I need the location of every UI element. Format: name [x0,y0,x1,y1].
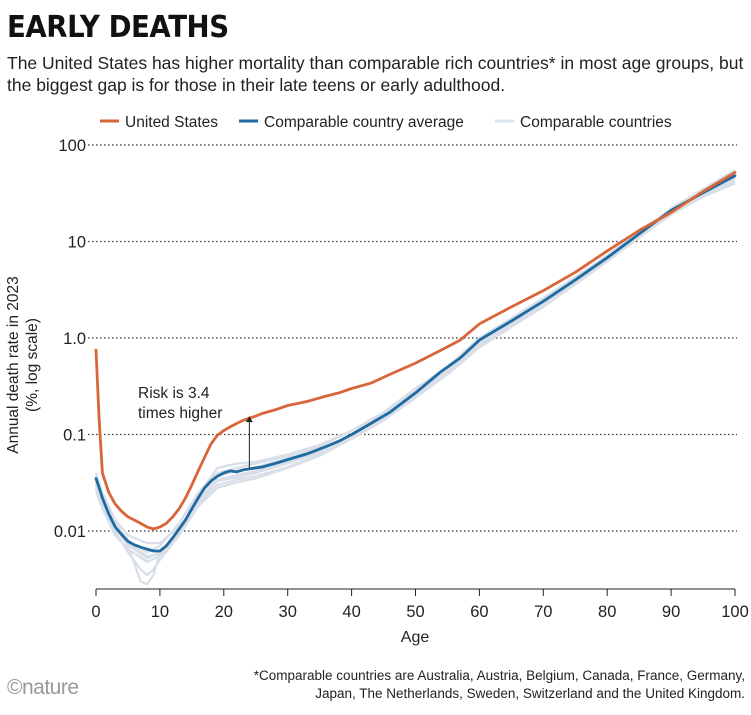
legend-label-countries: Comparable countries [520,114,672,131]
country-line-7 [94,173,736,563]
annotation-text-line2: times higher [138,405,222,422]
x-tick-label: 30 [279,603,297,621]
x-tick-label: 0 [91,603,100,621]
chart-title: EARLY DEATHS [7,10,229,45]
y-axis-label-line2: (%, log scale) [24,318,41,412]
y-axis-label: Annual death rate in 2023 (%, log scale) [5,276,41,454]
x-tick-label: 60 [470,603,488,621]
x-tick-label: 50 [406,603,424,621]
x-axis-label: Age [401,629,430,646]
main-series-lines [94,171,737,553]
footnote-line1: *Comparable countries are Australia, Aus… [253,668,745,683]
y-gridlines [88,144,737,532]
legend-label-united-states: United States [125,114,218,131]
country-line-1 [94,169,736,554]
y-tick-label: 0.01 [54,523,86,541]
y-axis-label-line1: Annual death rate in 2023 [5,276,22,454]
y-tick-labels: 0.01 0.1 1.0 10 100 [54,137,86,541]
nature-logo: ©nature [7,676,79,699]
x-ticks: 0 10 20 30 40 50 60 70 80 90 100 [91,589,749,621]
y-tick-label: 100 [58,137,86,155]
x-tick-label: 20 [215,603,233,621]
chart-canvas: United States Comparable country average… [5,114,749,646]
x-tick-label: 10 [151,603,169,621]
x-tick-label: 70 [534,603,552,621]
footnote-line2: Japan, The Netherlands, Sweden, Switzerl… [315,686,745,701]
comparable-average-line [94,174,737,553]
footnote: *Comparable countries are Australia, Aus… [185,667,745,703]
y-tick-label: 0.1 [63,427,86,445]
y-tick-label: 10 [68,234,86,252]
x-tick-label: 80 [598,603,616,621]
chart-subtitle: The United States has higher mortality t… [7,53,744,95]
annotation-text-line1: Risk is 3.4 [138,385,210,402]
risk-annotation: Risk is 3.4 times higher [138,385,253,468]
annotation-arrow-head [245,416,253,423]
legend: United States Comparable country average… [100,114,672,131]
y-tick-label: 1.0 [63,330,86,348]
x-tick-label: 90 [662,603,680,621]
x-tick-label: 40 [342,603,360,621]
x-tick-label: 100 [721,603,749,621]
united-states-line [94,171,737,531]
legend-label-average: Comparable country average [264,114,464,131]
